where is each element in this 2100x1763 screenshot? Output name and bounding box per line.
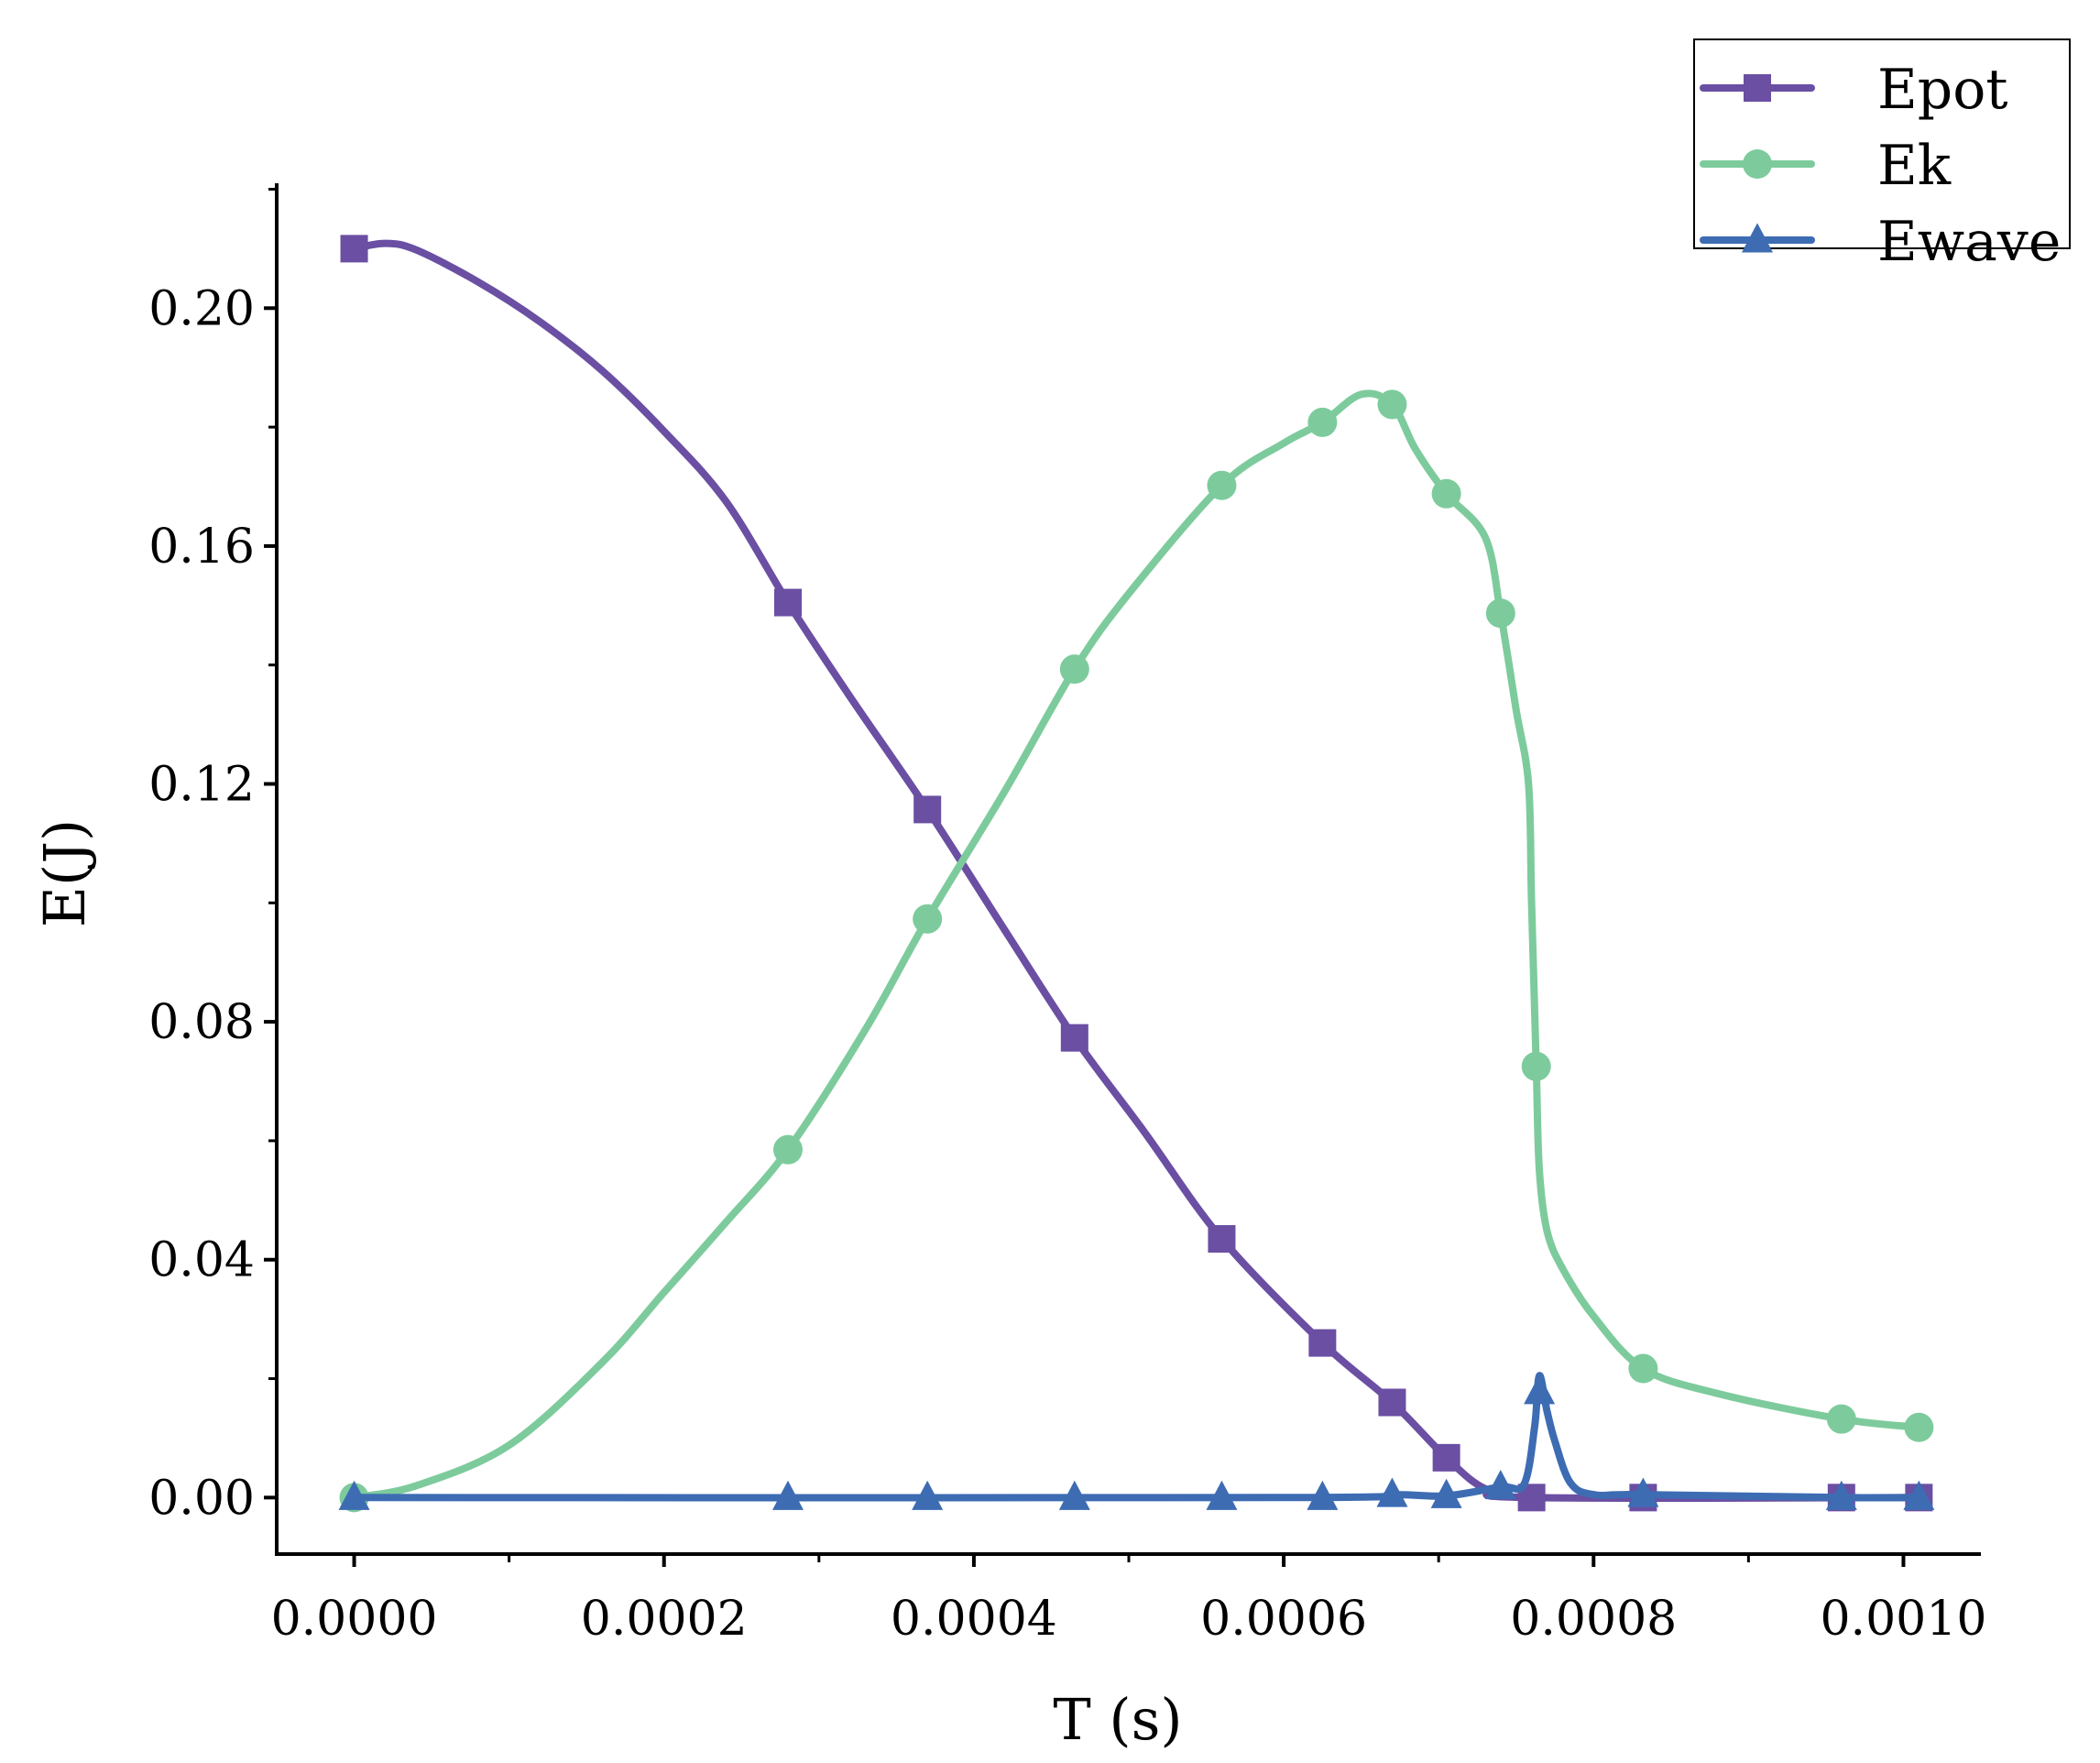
legend-epot-marker: [1744, 74, 1771, 102]
x-tick-label: 0.0002: [581, 1592, 748, 1647]
ewave-point: [1206, 1480, 1238, 1510]
epot-point: [774, 588, 802, 617]
ek-point: [913, 903, 943, 934]
ewave-point: [1484, 1470, 1516, 1500]
series-ewave: [338, 1372, 1935, 1510]
y-tick-label: 0.04: [148, 1233, 255, 1288]
ewave-point: [1627, 1477, 1659, 1507]
epot-point: [1432, 1443, 1460, 1472]
ek-point: [1826, 1404, 1856, 1434]
ewave-point: [912, 1480, 944, 1510]
legend-ek-marker: [1743, 149, 1772, 179]
ek-line: [350, 389, 1923, 1502]
axes: 0.00 0.04 0.08 0.12 0.16 0.20 0.0000 0.0002 0.00…: [148, 183, 1986, 1647]
legend-ewave-label: Ewave: [1877, 210, 2061, 274]
series-ek: [339, 389, 1934, 1513]
ek-point: [1431, 478, 1461, 509]
ek-point: [1207, 470, 1237, 500]
x-tick-label: 0.0010: [1820, 1592, 1986, 1647]
y-tick-label: 0.00: [148, 1471, 255, 1526]
ewave-point: [1524, 1374, 1556, 1405]
series-layer: [338, 235, 1935, 1513]
y-tick-label: 0.12: [148, 758, 255, 813]
y-axis-title: E(J): [31, 819, 98, 928]
epot-point: [913, 795, 942, 824]
epot-point: [1378, 1388, 1406, 1417]
ewave-point: [338, 1480, 370, 1510]
x-axis-title: T (s): [1053, 1686, 1182, 1753]
ek-point: [1485, 598, 1515, 629]
series-epot: [340, 235, 1933, 1512]
x-tick-label: 0.0000: [271, 1592, 438, 1647]
ek-point: [1307, 407, 1338, 437]
legend-ek-label: Ek: [1877, 134, 1952, 198]
ewave-point: [1430, 1478, 1462, 1508]
ewave-point: [1825, 1480, 1857, 1510]
ewave-point: [1058, 1480, 1090, 1510]
ewave-point: [772, 1480, 804, 1510]
epot-point: [1308, 1329, 1337, 1357]
ewave-point: [1307, 1480, 1339, 1510]
epot-line: [350, 239, 1923, 1503]
x-tick-label: 0.0004: [891, 1592, 1057, 1647]
ewave-point: [1903, 1480, 1935, 1510]
ek-point: [1628, 1353, 1658, 1384]
ek-point: [773, 1134, 803, 1165]
ek-point: [1377, 389, 1407, 420]
y-tick-label: 0.08: [148, 995, 255, 1050]
legend-epot-label: Epot: [1877, 58, 2007, 122]
ek-point: [1904, 1412, 1934, 1442]
ewave-line: [350, 1372, 1923, 1502]
legend-ewave-marker: [1742, 223, 1773, 253]
ewave-point: [1376, 1477, 1408, 1507]
epot-point: [340, 235, 368, 263]
legend: Epot Ek Ewave: [1693, 38, 2071, 274]
x-tick-label: 0.0006: [1200, 1592, 1367, 1647]
y-tick-label: 0.20: [148, 281, 255, 336]
x-tick-label: 0.0008: [1510, 1592, 1677, 1647]
ek-point: [1521, 1051, 1551, 1081]
y-tick-label: 0.16: [148, 520, 255, 575]
epot-point: [1060, 1024, 1088, 1052]
epot-point: [1208, 1225, 1236, 1254]
ek-point: [1059, 654, 1089, 684]
